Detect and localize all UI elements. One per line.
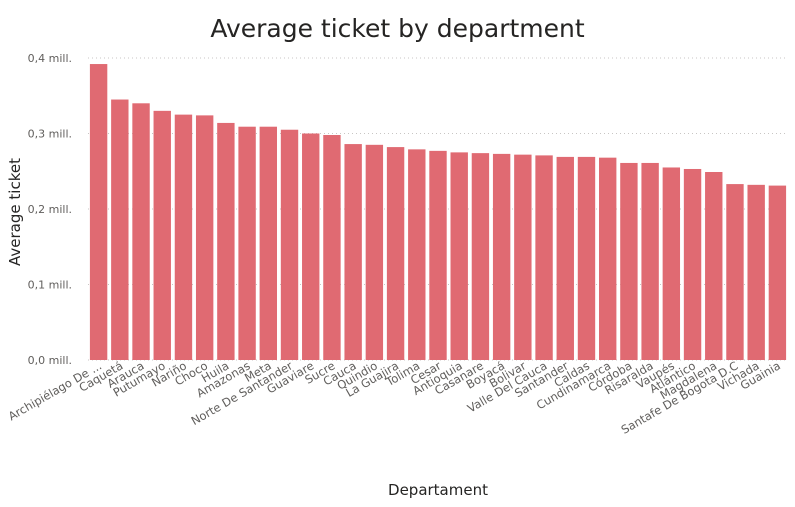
bar[interactable] (132, 103, 150, 361)
bar[interactable] (577, 156, 596, 360)
bar[interactable] (599, 157, 617, 360)
bar[interactable] (641, 162, 659, 360)
bar[interactable] (217, 122, 235, 361)
bar[interactable] (302, 133, 320, 361)
x-axis-title: Departament (388, 481, 488, 499)
bar[interactable] (492, 153, 511, 360)
bar[interactable] (344, 144, 362, 360)
bar[interactable] (556, 156, 574, 360)
bar[interactable] (471, 153, 490, 360)
y-tick-label: 0,1 mill. (28, 279, 72, 292)
bar[interactable] (726, 184, 744, 360)
bar[interactable] (514, 154, 532, 360)
bar[interactable] (747, 184, 765, 360)
bar[interactable] (429, 150, 447, 360)
y-tick-label: 0,3 mill. (28, 128, 72, 141)
bar[interactable] (238, 126, 256, 360)
chart-title: Average ticket by department (210, 14, 585, 43)
bar[interactable] (620, 162, 638, 360)
bar[interactable] (89, 64, 108, 360)
bar[interactable] (705, 172, 723, 360)
bar[interactable] (153, 110, 171, 360)
bar[interactable] (111, 99, 129, 361)
bar[interactable] (280, 129, 299, 360)
bar[interactable] (683, 168, 702, 360)
bar[interactable] (174, 114, 193, 360)
bar[interactable] (259, 126, 277, 360)
bar[interactable] (450, 152, 468, 360)
x-axis-labels: Archipiélago De ...CaquetáAraucaPutumayo… (6, 358, 783, 437)
bar[interactable] (323, 135, 341, 360)
y-tick-label: 0,0 mill. (28, 354, 72, 367)
y-axis-title: Average ticket (6, 158, 24, 266)
y-tick-label: 0,4 mill. (28, 52, 72, 65)
bar[interactable] (768, 185, 787, 360)
bar[interactable] (408, 149, 426, 360)
bars (89, 64, 787, 361)
bar[interactable] (535, 155, 553, 360)
bar[interactable] (386, 147, 405, 360)
bar[interactable] (195, 115, 214, 360)
bar[interactable] (365, 144, 384, 360)
bar[interactable] (662, 167, 681, 360)
y-axis-ticks: 0,0 mill. 0,1 mill. 0,2 mill. 0,3 mill. 0,4 … (28, 52, 72, 367)
y-tick-label: 0,2 mill. (28, 203, 72, 216)
